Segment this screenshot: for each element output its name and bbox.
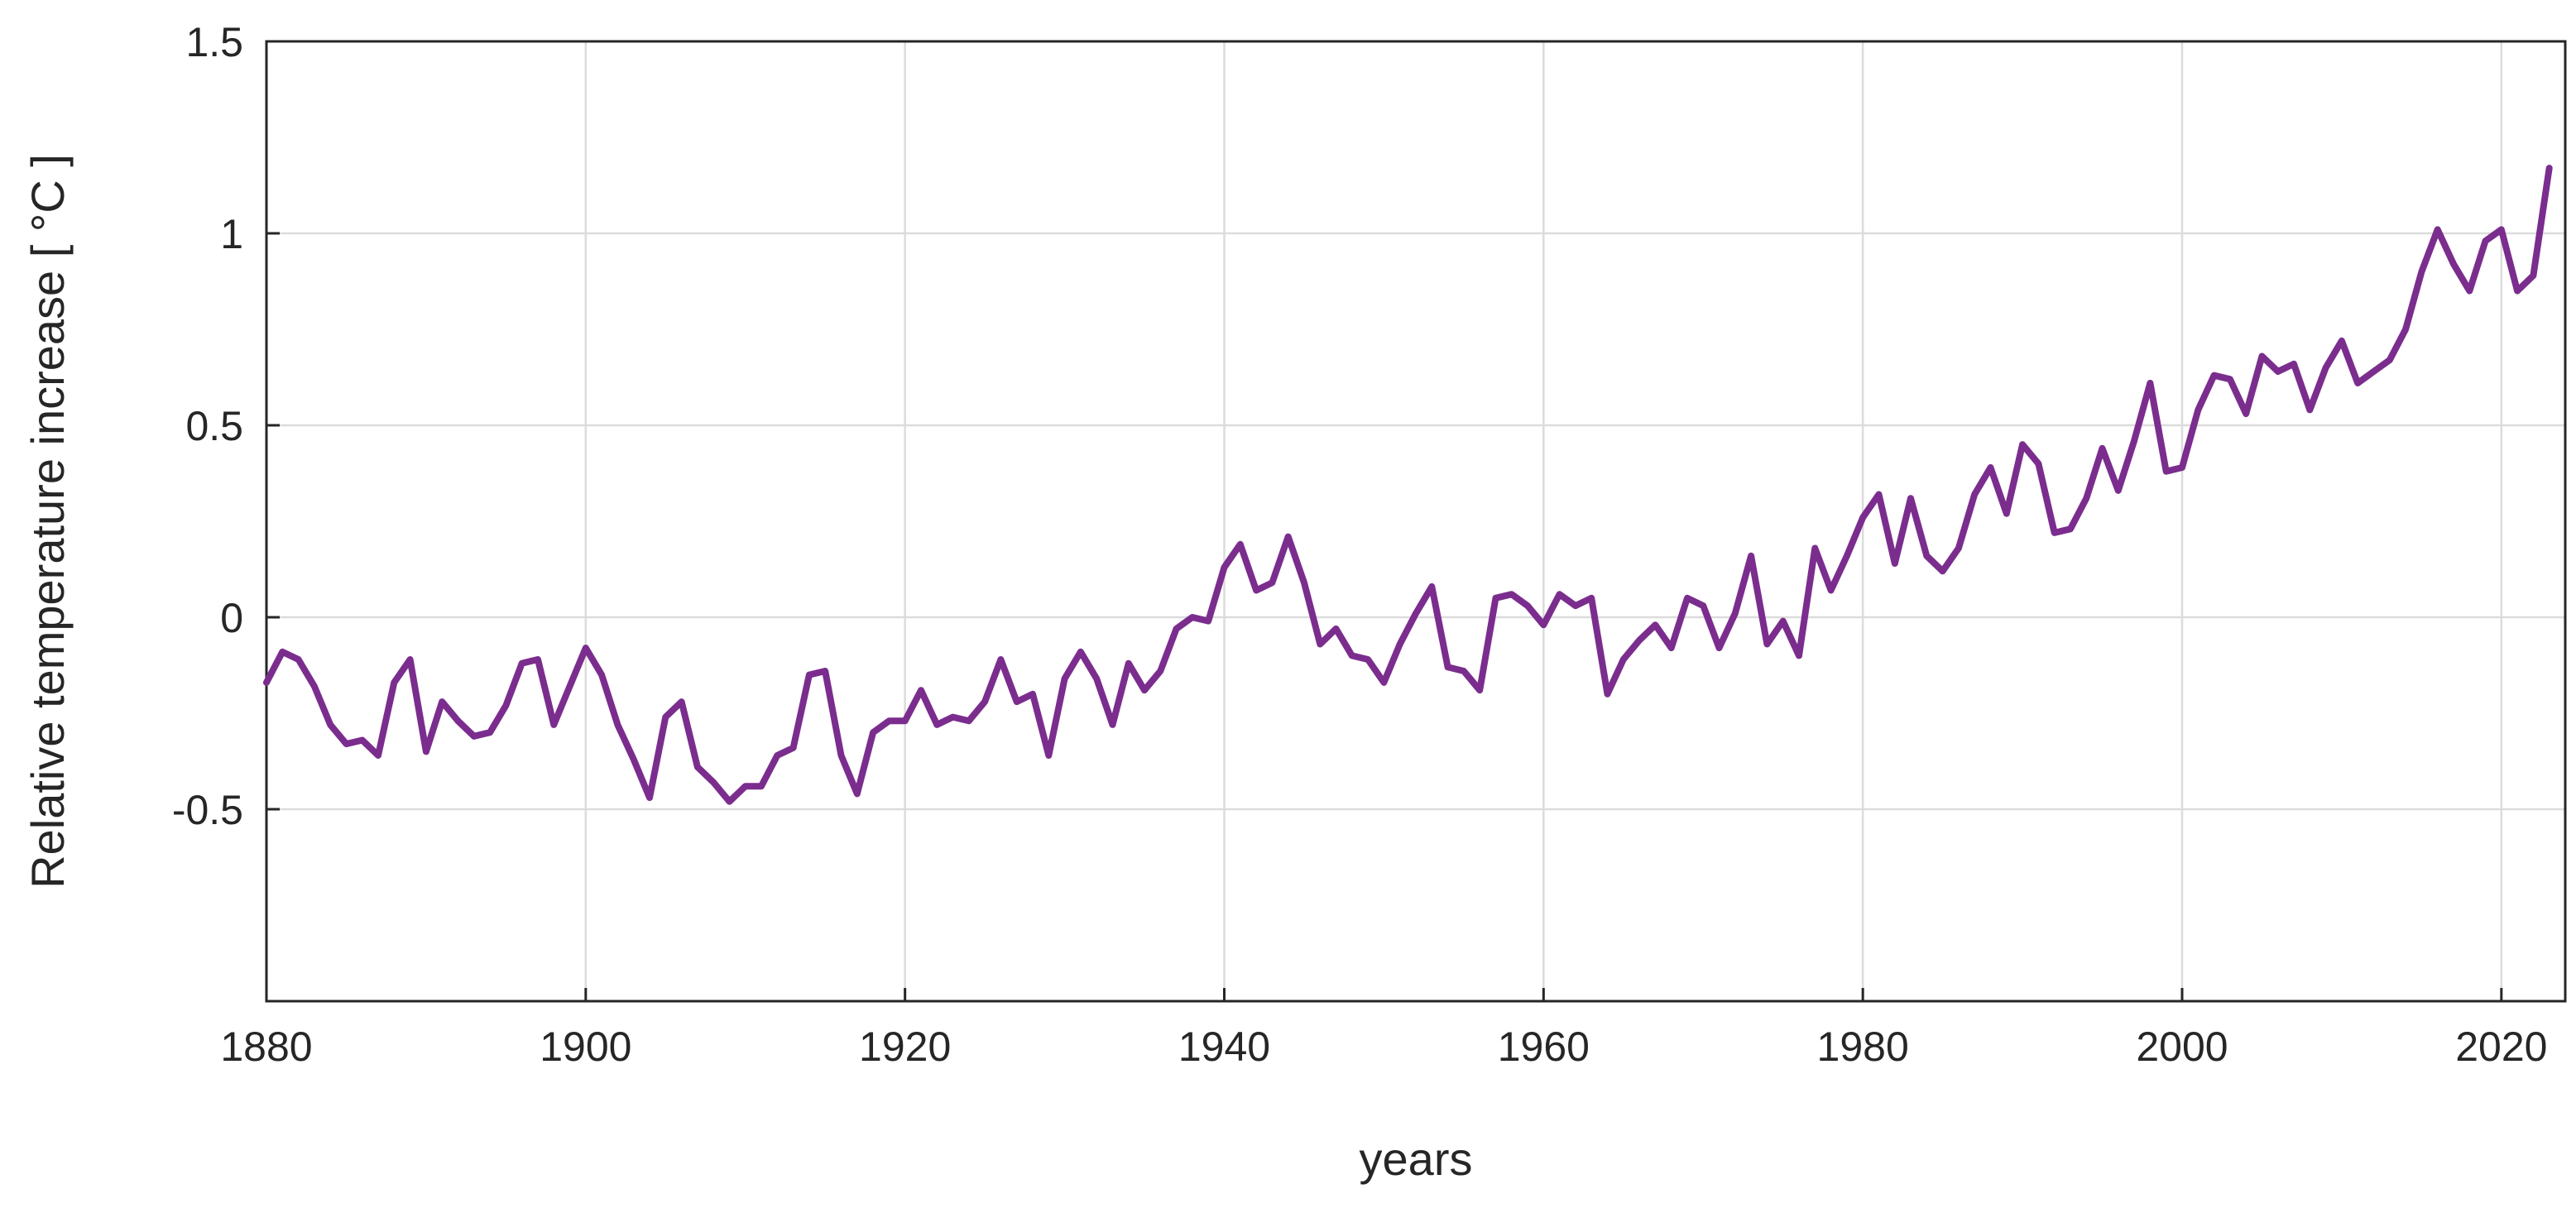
y-tick-label: 0.5 xyxy=(185,403,243,449)
grid-lines xyxy=(265,40,2565,1001)
x-tick-label: 2000 xyxy=(2136,1024,2228,1070)
y-tick-label: 1.5 xyxy=(185,19,243,65)
x-tick-label: 1980 xyxy=(1817,1024,1909,1070)
y-tick-label: -0.5 xyxy=(172,787,243,833)
x-tick-label: 1960 xyxy=(1498,1024,1590,1070)
x-tick-label: 1900 xyxy=(540,1024,631,1070)
y-tick-labels: 1.5 1 0.5 0 -0.5 xyxy=(172,19,243,833)
x-tick-label: 2020 xyxy=(2455,1024,2547,1070)
x-axis-title: years xyxy=(1360,1133,1473,1185)
x-tick-label: 1940 xyxy=(1178,1024,1270,1070)
y-tick-label: 1 xyxy=(220,211,243,257)
x-tick-labels: 1880 1900 1920 1940 1960 1980 2000 2020 xyxy=(220,1024,2547,1070)
temperature-series-line xyxy=(263,165,2553,805)
x-tick-label: 1880 xyxy=(220,1024,312,1070)
tick-marks xyxy=(265,40,2503,1001)
y-tick-label: 0 xyxy=(220,595,243,641)
x-tick-label: 1920 xyxy=(859,1024,951,1070)
plot-frame xyxy=(265,40,2567,1003)
y-axis-title: Relative temperature increase [ °C ] xyxy=(22,154,74,889)
